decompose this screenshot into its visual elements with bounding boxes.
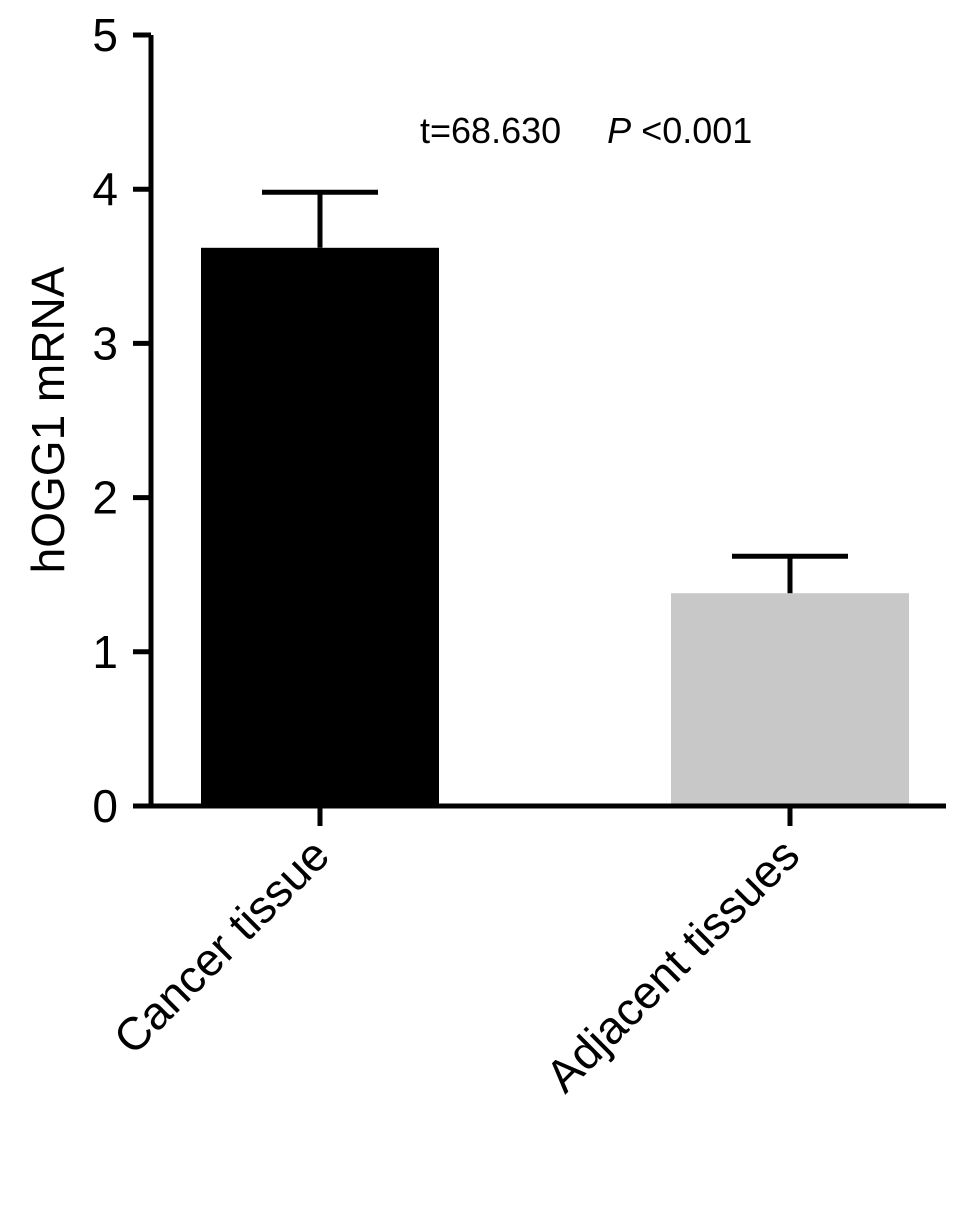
x-ticks: Cancer tissue Adjacent tissues [103,806,809,1102]
y-tick-label-1: 1 [92,626,118,678]
bars [201,247,909,806]
p-value: <0.001 [641,110,752,151]
y-ticks: 0 1 2 3 4 5 [92,9,151,832]
t-statistic: t=68.630 [420,110,561,151]
p-symbol: P [607,110,631,151]
error-bars [262,189,848,594]
y-tick-label-3: 3 [92,317,118,369]
x-tick-label-0: Cancer tissue [103,828,339,1064]
bar-0 [201,247,439,806]
bar-1 [671,593,909,806]
y-tick-label-4: 4 [92,163,118,215]
y-tick-label-5: 5 [92,9,118,61]
y-tick-label-2: 2 [92,472,118,524]
stat-annotation: t=68.630 P <0.001 [420,110,752,151]
y-tick-label-0: 0 [92,780,118,832]
x-tick-label-1: Adjacent tissues [535,828,809,1102]
axes [148,35,946,809]
y-axis-label: hOGG1 mRNA [22,266,74,573]
